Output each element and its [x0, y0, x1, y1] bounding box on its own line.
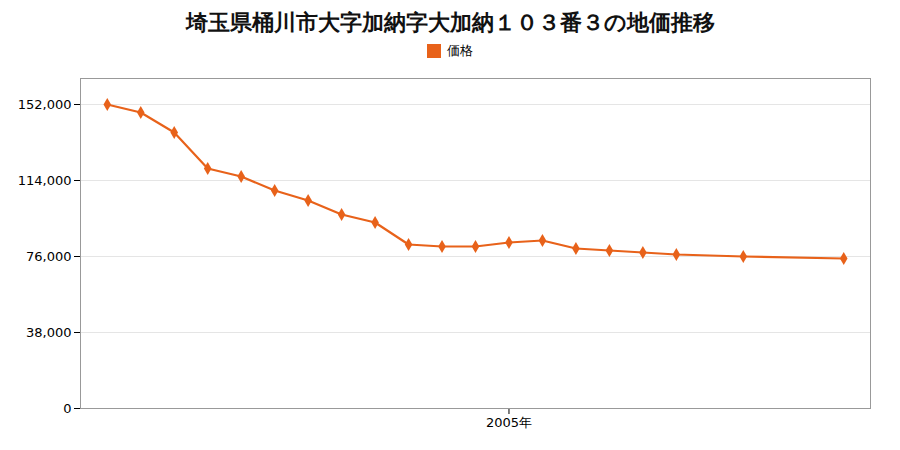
- svg-text:38,000: 38,000: [26, 325, 72, 340]
- svg-text:114,000: 114,000: [18, 173, 72, 188]
- svg-text:2005年: 2005年: [486, 415, 532, 430]
- html-text:埼玉県桶川市大字加納字大加納１０３番３の地価推移: 埼玉県桶川市大字加納字大加納１０３番３の地価推移: [185, 10, 715, 35]
- svg-text:0: 0: [63, 401, 71, 416]
- svg-text:152,000: 152,000: [18, 97, 72, 112]
- html-text:価格: 価格: [447, 43, 473, 58]
- svg-text:76,000: 76,000: [26, 249, 72, 264]
